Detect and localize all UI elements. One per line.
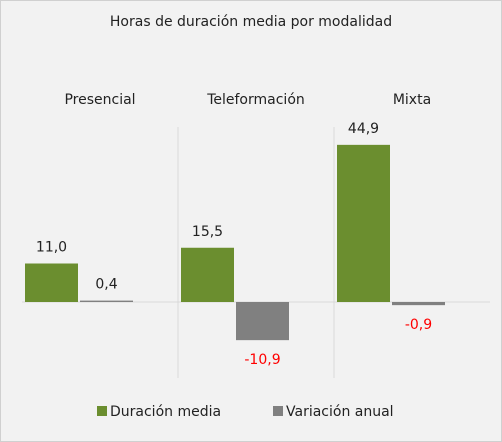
data-label: 11,0: [36, 240, 67, 256]
bar: [392, 302, 445, 306]
category-label: Presencial: [64, 92, 135, 108]
legend-swatch: [273, 406, 283, 416]
bar: [181, 247, 234, 302]
bar: [25, 263, 78, 302]
data-label: -0,9: [405, 317, 432, 333]
chart-title: Horas de duración media por modalidad: [110, 14, 392, 30]
legend-swatch: [97, 406, 107, 416]
legend-label: Duración media: [110, 404, 221, 420]
category-label: Teleformación: [206, 92, 305, 108]
legend-label: Variación anual: [286, 404, 394, 420]
bar: [236, 302, 289, 341]
category-label: Mixta: [393, 92, 431, 108]
data-label: -10,9: [244, 352, 280, 368]
data-label: 44,9: [348, 121, 379, 137]
bar: [80, 300, 133, 302]
data-label: 15,5: [192, 224, 223, 240]
data-label: 0,4: [95, 277, 117, 293]
bar: [337, 144, 390, 302]
